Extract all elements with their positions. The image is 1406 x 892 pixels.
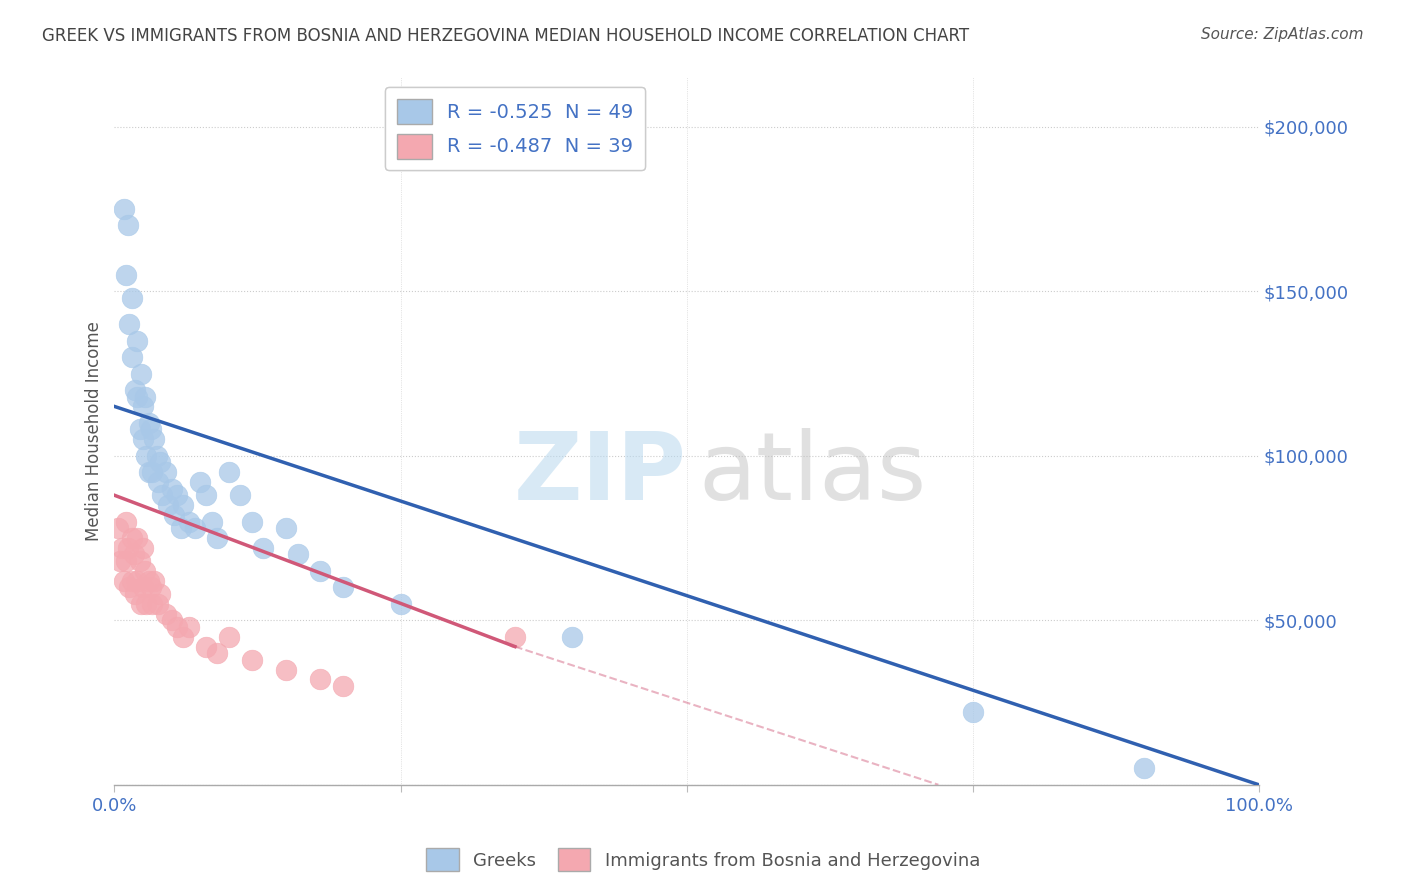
Point xyxy=(115,515,138,529)
Text: ZIP: ZIP xyxy=(513,427,686,519)
Point xyxy=(218,465,240,479)
Point xyxy=(201,515,224,529)
Point xyxy=(155,465,177,479)
Point xyxy=(177,620,200,634)
Point xyxy=(117,541,139,555)
Legend: Greeks, Immigrants from Bosnia and Herzegovina: Greeks, Immigrants from Bosnia and Herze… xyxy=(419,841,987,879)
Text: atlas: atlas xyxy=(697,427,927,519)
Point xyxy=(172,630,194,644)
Point xyxy=(143,574,166,588)
Point xyxy=(115,268,138,282)
Point xyxy=(287,548,309,562)
Point xyxy=(194,488,217,502)
Point xyxy=(163,508,186,522)
Point xyxy=(141,597,163,611)
Point xyxy=(111,541,134,555)
Point xyxy=(135,449,157,463)
Point xyxy=(146,597,169,611)
Point xyxy=(124,587,146,601)
Point xyxy=(134,564,156,578)
Point xyxy=(503,630,526,644)
Text: GREEK VS IMMIGRANTS FROM BOSNIA AND HERZEGOVINA MEDIAN HOUSEHOLD INCOME CORRELAT: GREEK VS IMMIGRANTS FROM BOSNIA AND HERZ… xyxy=(42,27,969,45)
Point xyxy=(117,219,139,233)
Point xyxy=(112,202,135,216)
Point xyxy=(240,515,263,529)
Point xyxy=(274,521,297,535)
Point xyxy=(207,646,229,660)
Point xyxy=(141,465,163,479)
Point xyxy=(108,554,131,568)
Point xyxy=(177,515,200,529)
Point xyxy=(134,390,156,404)
Point xyxy=(170,521,193,535)
Point xyxy=(128,422,150,436)
Point xyxy=(127,334,149,348)
Point xyxy=(143,433,166,447)
Point xyxy=(218,630,240,644)
Point xyxy=(183,521,205,535)
Y-axis label: Median Household Income: Median Household Income xyxy=(86,321,103,541)
Point xyxy=(166,620,188,634)
Point xyxy=(135,597,157,611)
Point xyxy=(129,367,152,381)
Point xyxy=(149,587,172,601)
Point xyxy=(155,607,177,621)
Point xyxy=(172,498,194,512)
Point xyxy=(139,422,162,436)
Point xyxy=(129,597,152,611)
Point xyxy=(194,640,217,654)
Point xyxy=(252,541,274,555)
Legend: R = -0.525  N = 49, R = -0.487  N = 39: R = -0.525 N = 49, R = -0.487 N = 39 xyxy=(385,87,645,170)
Point xyxy=(157,498,180,512)
Point xyxy=(118,580,141,594)
Point xyxy=(127,574,149,588)
Point xyxy=(152,488,174,502)
Point xyxy=(188,475,211,489)
Point xyxy=(207,531,229,545)
Point xyxy=(309,564,332,578)
Point xyxy=(107,521,129,535)
Point xyxy=(160,613,183,627)
Point xyxy=(138,574,160,588)
Point xyxy=(389,597,412,611)
Point xyxy=(121,291,143,305)
Point xyxy=(132,400,155,414)
Point xyxy=(121,350,143,364)
Point xyxy=(145,449,167,463)
Point xyxy=(149,455,172,469)
Point xyxy=(138,416,160,430)
Point xyxy=(128,554,150,568)
Point xyxy=(124,383,146,397)
Point xyxy=(138,465,160,479)
Point xyxy=(132,580,155,594)
Point xyxy=(1133,761,1156,775)
Point xyxy=(115,554,138,568)
Point xyxy=(146,475,169,489)
Point xyxy=(118,317,141,331)
Point xyxy=(332,679,354,693)
Point xyxy=(139,580,162,594)
Point xyxy=(132,541,155,555)
Point xyxy=(160,482,183,496)
Point xyxy=(274,663,297,677)
Text: Source: ZipAtlas.com: Source: ZipAtlas.com xyxy=(1201,27,1364,42)
Point xyxy=(121,531,143,545)
Point xyxy=(561,630,583,644)
Point xyxy=(309,673,332,687)
Point xyxy=(332,580,354,594)
Point xyxy=(240,653,263,667)
Point xyxy=(132,433,155,447)
Point xyxy=(962,706,984,720)
Point xyxy=(121,574,143,588)
Point xyxy=(122,548,145,562)
Point xyxy=(127,390,149,404)
Point xyxy=(166,488,188,502)
Point xyxy=(229,488,252,502)
Point xyxy=(127,531,149,545)
Point xyxy=(112,574,135,588)
